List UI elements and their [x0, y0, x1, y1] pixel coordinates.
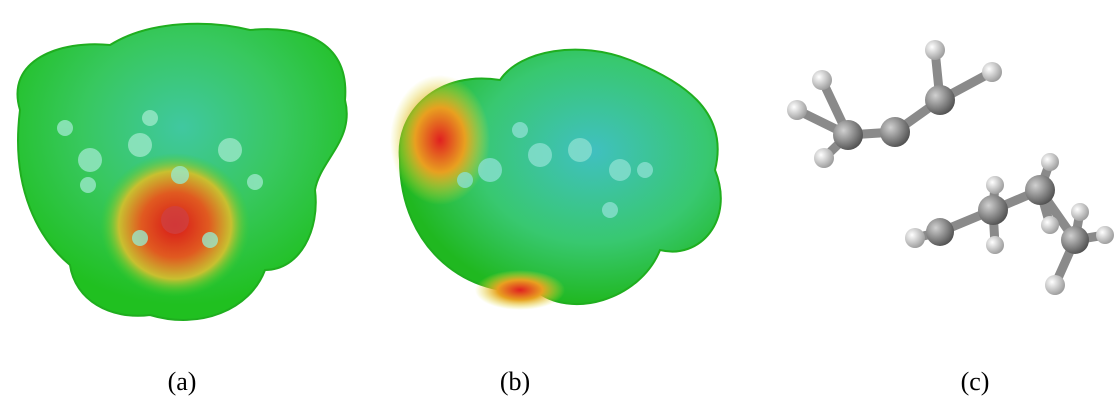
panel-c-molecules — [787, 40, 1114, 295]
panel-label: (a) — [168, 367, 197, 396]
figure: (a) (b) (c) — [0, 0, 1117, 412]
panel-label: (b) — [500, 367, 530, 396]
panel-label: (c) — [961, 367, 990, 396]
panel-b-surface — [390, 50, 721, 310]
panel-a-surface — [17, 24, 346, 320]
